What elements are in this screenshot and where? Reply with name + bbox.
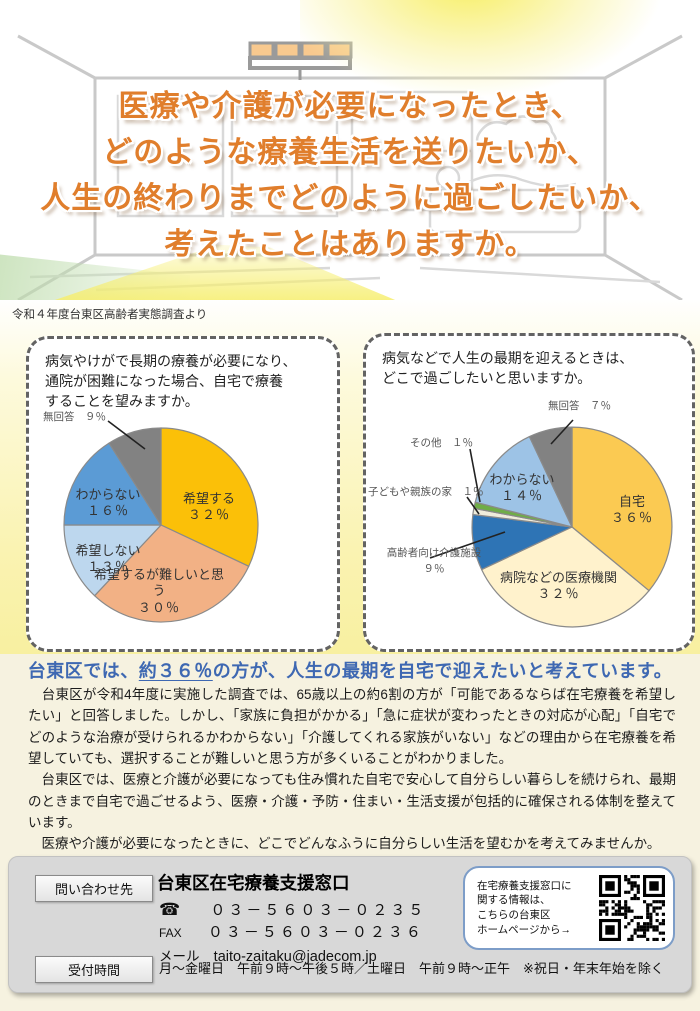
pie-label-own-home: 自宅 ３６％ <box>610 494 653 526</box>
hero-header: 医療や介護が必要になったとき、 どのような療養生活を送りたいか、 人生の終わりま… <box>0 0 700 300</box>
question-left-line1: 病気やけがで長期の療養が必要になり、 <box>45 353 297 369</box>
pie-label-no-wish: 希望しない １３％ <box>75 543 141 575</box>
paragraph-1: 台東区が令和4年度に実施した調査では、65歳以上の約6割の方が「可能であるならば… <box>28 687 676 766</box>
paragraph-3: 医療や介護が必要になったときに、どこでどんなふうに自分らしい生活を望むかを考えて… <box>28 836 661 852</box>
fax-label: FAX <box>159 926 182 940</box>
hours-text: 月～金曜日 午前９時～午後５時／土曜日 午前９時～正午 ※祝日・年末年始を除く <box>159 961 664 976</box>
title-line-4: 考えたことはありますか。 <box>164 228 536 261</box>
key-finding-headline: 台東区では、約３６％の方が、人生の最期を自宅で迎えたいと考えています。 <box>27 661 673 681</box>
qr-code <box>599 875 665 941</box>
mail-label: メール <box>159 949 200 964</box>
pie-label-no-answer-right: 無回答 ７％ <box>548 400 611 412</box>
title-line-1: 医療や介護が必要になったとき、 <box>118 90 582 123</box>
paragraph-2: 台東区では、医療と介護が必要になっても住み慣れた自宅で安心して自分らしい暮らしを… <box>28 772 676 830</box>
question-left-line3: することを望みますか。 <box>45 392 199 409</box>
light-beam-gradient <box>300 0 700 160</box>
page-title: 医療や介護が必要になったとき、 どのような療養生活を送りたいか、 人生の終わりま… <box>0 84 700 268</box>
inquiry-label-chip: 問い合わせ先 <box>35 875 153 902</box>
tel-number: ０３－５６０３－０２３５ <box>210 902 427 919</box>
pie-label-wish-but-difficult: 希望するが難しいと思う ３０％ <box>93 567 224 615</box>
survey-source-note: 令和４年度台東区高齢者実態調査より <box>12 309 208 321</box>
office-name: 台東区在宅療養支援窓口 <box>157 873 350 893</box>
fax-number: ０３－５６０３－０２３６ <box>207 924 424 941</box>
mail-row: メール taito-zaitaku@jadecom.jp <box>159 945 377 965</box>
pie-label-dont-know-right: わからない １４％ <box>489 472 555 504</box>
headline-emphasis-36pct: 約３６％ <box>138 661 213 681</box>
qr-caption: 在宅療養支援窓口に 関する情報は、 こちらの台東区 ホームページから→ <box>477 879 572 936</box>
chart-question-right: 病気などで人生の最期を迎えるときは、 どこで過ごしたいと思いますか。 <box>382 349 633 389</box>
phone-icon: ☎ <box>159 900 181 919</box>
pie-label-hospital: 病院などの医療機関 ３２％ <box>499 570 617 602</box>
chart-box-home-care-wish: 病気やけがで長期の療養が必要になり、 通院が困難になった場合、自宅で療養 するこ… <box>26 336 340 652</box>
contact-card: 問い合わせ先 台東区在宅療養支援窓口 ☎ ０３－５６０３－０２３５ FAX ０３… <box>8 856 692 993</box>
title-line-2: どのような療養生活を送りたいか、 <box>102 136 598 169</box>
pie-label-care-facility: 高齢者向け介護施設 ９％ <box>386 547 482 575</box>
pie-label-family-home: 子どもや親族の家 １％ <box>368 486 484 498</box>
qr-panel: 在宅療養支援窓口に 関する情報は、 こちらの台東区 ホームページから→ <box>463 866 675 950</box>
chart-box-end-of-life-place: 病気などで人生の最期を迎えるときは、 どこで過ごしたいと思いますか。 無回答 ７… <box>363 333 695 652</box>
pie-chart-home-care-wish <box>63 427 259 623</box>
question-right-line2: どこで過ごしたいと思いますか。 <box>382 369 592 386</box>
pie-label-wish: 希望する ３２％ <box>182 491 235 523</box>
fax-row: FAX ０３－５６０３－０２３６ <box>159 921 424 942</box>
pie-label-dont-know-left: わからない １６％ <box>75 487 141 519</box>
body-text: 台東区が令和4年度に実施した調査では、65歳以上の約6割の方が「可能であるならば… <box>28 684 676 855</box>
chart-question-left: 病気やけがで長期の療養が必要になり、 通院が困難になった場合、自宅で療養 するこ… <box>45 352 296 412</box>
pie-label-no-answer-left: 無回答 ９％ <box>43 411 106 423</box>
pie-chart-end-of-life-place <box>471 426 673 628</box>
question-left-line2: 通院が困難になった場合、自宅で療養 <box>45 372 283 389</box>
mail-address: taito-zaitaku@jadecom.jp <box>213 949 377 965</box>
title-line-3: 人生の終わりまでどのように過ごしたいか、 <box>40 182 660 215</box>
tel-row: ☎ ０３－５６０３－０２３５ <box>159 899 426 920</box>
question-right-line1: 病気などで人生の最期を迎えるときは、 <box>382 350 634 366</box>
hours-label-chip: 受付時間 <box>35 956 153 983</box>
pie-label-other: その他 １％ <box>410 437 473 449</box>
